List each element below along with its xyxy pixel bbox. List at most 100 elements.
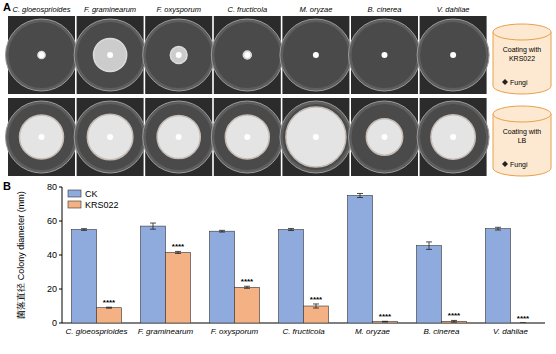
petri-dish [211, 19, 283, 91]
plate-top [493, 24, 551, 40]
petri-dish [6, 101, 78, 173]
inoculum-plug [244, 134, 250, 140]
agar [77, 104, 143, 170]
bar [210, 231, 235, 323]
inoculum-label: Fungi [510, 161, 528, 169]
fungal-colony [431, 115, 475, 159]
significance-label: **** [379, 312, 392, 321]
dish-label: C. fructicola [227, 5, 267, 14]
figure-root: AC. gloeosprioidesF. graminearumF. oxysp… [0, 0, 556, 354]
significance-label: **** [310, 295, 323, 304]
y-tick [59, 187, 62, 188]
error-cap [288, 228, 294, 229]
petri-dish [143, 101, 215, 173]
significance-label: **** [241, 277, 254, 286]
error-bar [426, 242, 432, 249]
figure: AC. gloeosprioidesF. graminearumF. oxysp… [0, 0, 556, 354]
petri-dish [417, 101, 489, 173]
x-tick-label: V. dahliae [493, 327, 529, 336]
error-bar [175, 251, 181, 253]
petri-dish [211, 101, 283, 173]
fungal-colony [243, 51, 251, 59]
dish-label: F. oxysporum [156, 5, 200, 14]
bar [279, 230, 304, 324]
treatment-label: Coating withKRS022 [503, 46, 542, 62]
error-bar [288, 228, 294, 230]
bar [348, 196, 373, 324]
bar [97, 308, 122, 323]
fungal-colony [366, 119, 402, 155]
dish-label: F. graminearum [84, 5, 136, 14]
petri-dish [6, 19, 78, 91]
fungal-colony [87, 114, 133, 160]
legend-label: KRS022 [85, 200, 119, 210]
inoculum-plug [39, 134, 45, 140]
error-bar [451, 320, 457, 322]
x-tick-label: M. oryzae [355, 327, 391, 336]
y-tick [59, 255, 62, 256]
fungal-colony [225, 115, 269, 159]
agar [146, 104, 212, 170]
error-bar [313, 304, 319, 308]
error-cap [313, 308, 319, 309]
inoculum-plug [244, 52, 250, 58]
error-cap [495, 230, 501, 231]
fungi-marker [502, 79, 508, 85]
y-tick-label: 0 [52, 318, 57, 328]
inoculum-plug [450, 134, 456, 140]
agar [214, 104, 280, 170]
y-tick-label: 60 [47, 216, 57, 226]
y-tick [59, 289, 62, 290]
petri-dish [417, 19, 489, 91]
petri-dish [143, 19, 215, 91]
error-cap [357, 193, 363, 194]
plate-body [493, 32, 551, 94]
significance-label: **** [517, 314, 530, 323]
error-cap [357, 197, 363, 198]
error-cap [219, 232, 225, 233]
inoculum-plug [313, 134, 319, 140]
agar [9, 22, 75, 88]
agar [77, 22, 143, 88]
significance-label: **** [448, 311, 461, 320]
fungal-colony [157, 115, 200, 158]
y-tick-label: 40 [47, 250, 57, 260]
error-bar [357, 193, 363, 197]
inoculum-plug [39, 52, 45, 58]
error-cap [451, 322, 457, 323]
error-bar [495, 227, 501, 230]
error-bar [106, 307, 112, 308]
error-cap [106, 308, 112, 309]
significance-label: **** [172, 242, 185, 251]
legend-label: CK [85, 189, 98, 199]
agar [420, 22, 486, 88]
inoculum-plug [107, 52, 113, 58]
bar [417, 246, 442, 323]
fungi-marker [502, 161, 508, 167]
error-cap [288, 230, 294, 231]
fungal-colony [38, 51, 45, 58]
petri-dish [349, 101, 421, 173]
bar [72, 230, 97, 324]
error-line [498, 227, 499, 230]
error-bar [150, 223, 156, 229]
error-cap [150, 223, 156, 224]
x-tick-label: C. gloeosprioides [66, 327, 128, 336]
error-cap [175, 253, 181, 254]
bar [373, 322, 398, 323]
y-tick-label: 20 [47, 284, 57, 294]
error-line [360, 193, 361, 197]
y-tick [59, 221, 62, 222]
plate-body [493, 114, 551, 176]
error-line [429, 242, 430, 249]
agar [283, 22, 349, 88]
agar [352, 22, 418, 88]
fungal-colony [286, 107, 346, 167]
error-line [153, 223, 154, 229]
inoculum-plug [107, 134, 113, 140]
agar [214, 22, 280, 88]
significance-label: **** [103, 298, 116, 307]
error-bar [219, 230, 225, 232]
error-cap [81, 228, 87, 229]
bar [442, 321, 467, 323]
